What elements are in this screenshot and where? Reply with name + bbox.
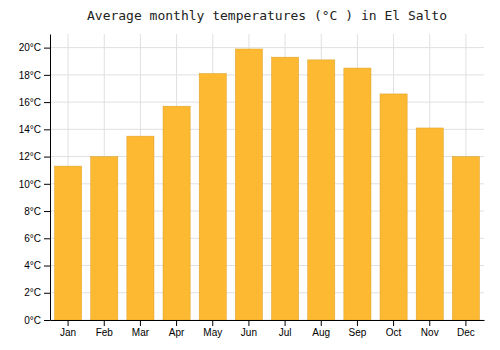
x-tick: Nov — [421, 320, 439, 338]
x-tick-mark — [321, 320, 322, 326]
bar — [380, 94, 407, 320]
y-tick-label: 2°C — [24, 287, 41, 298]
x-tick: Dec — [457, 320, 475, 338]
y-axis: 0°C 2°C 4°C 6°C 8°C 10°C 12°C 14°C 16°C 18°C 20°C — [19, 35, 51, 326]
x-axis: Jan Feb Mar Apr May Jun Jul Aug Sep Oct Nov Dec — [51, 320, 485, 338]
x-tick-mark — [285, 320, 286, 326]
y-tick-mark — [44, 293, 50, 294]
x-tick: Mar — [132, 320, 150, 338]
y-tick: 6°C — [24, 233, 50, 244]
y-tick-label: 8°C — [24, 206, 41, 217]
y-tick-label: 16°C — [19, 97, 41, 108]
bar — [452, 157, 479, 320]
y-tick: 10°C — [19, 179, 50, 190]
x-tick-label: Jun — [241, 327, 257, 338]
y-tick-label: 12°C — [19, 151, 41, 162]
bar — [199, 73, 226, 320]
y-grid-line — [50, 102, 484, 103]
x-tick: Oct — [386, 320, 402, 338]
bar — [272, 57, 299, 320]
y-tick-label: 0°C — [24, 315, 41, 326]
bar — [344, 68, 371, 320]
y-tick-mark — [44, 129, 50, 130]
x-tick-label: Sep — [349, 327, 367, 338]
chart: Average monthly temperatures (°C ) in El… — [0, 0, 500, 350]
y-tick-mark — [44, 75, 50, 76]
bar — [91, 157, 118, 320]
bar — [308, 60, 335, 320]
grid — [50, 34, 484, 320]
x-tick-label: May — [203, 327, 222, 338]
bar — [416, 128, 443, 320]
x-tick-mark — [429, 320, 430, 326]
bar — [127, 136, 154, 320]
x-tick: May — [203, 320, 222, 338]
x-tick-label: Aug — [312, 327, 330, 338]
y-tick-label: 10°C — [19, 179, 41, 190]
y-grid-line — [50, 47, 484, 48]
bar — [163, 106, 190, 320]
x-tick-mark — [140, 320, 141, 326]
x-tick: Aug — [312, 320, 330, 338]
y-tick: 18°C — [19, 70, 50, 81]
title: Average monthly temperatures (°C ) in El… — [87, 8, 447, 23]
y-tick: 0°C — [24, 315, 50, 326]
x-tick-mark — [393, 320, 394, 326]
x-tick-label: Jan — [60, 327, 76, 338]
x-tick-label: Apr — [169, 327, 185, 338]
x-tick-mark — [212, 320, 213, 326]
bar — [55, 166, 82, 320]
y-tick-label: 20°C — [19, 42, 41, 53]
x-tick-mark — [357, 320, 358, 326]
x-tick: Jun — [241, 320, 257, 338]
chart-container: Average monthly temperatures (°C ) in El… — [0, 0, 500, 350]
x-tick-mark — [104, 320, 105, 326]
y-tick: 14°C — [19, 124, 50, 135]
x-tick-mark — [68, 320, 69, 326]
x-tick: Sep — [349, 320, 367, 338]
y-tick-mark — [44, 157, 50, 158]
y-tick-label: 4°C — [24, 260, 41, 271]
x-tick: Apr — [169, 320, 185, 338]
x-tick-label: Dec — [457, 327, 475, 338]
y-tick: 4°C — [24, 260, 50, 271]
y-tick-mark — [44, 238, 50, 239]
y-tick-mark — [44, 184, 50, 185]
x-tick-label: Oct — [386, 327, 402, 338]
x-axis-line — [51, 320, 485, 321]
x-tick: Jul — [279, 320, 292, 338]
x-tick-label: Nov — [421, 327, 439, 338]
y-tick-label: 6°C — [24, 233, 41, 244]
y-tick-mark — [44, 320, 50, 321]
y-grid-line — [50, 74, 484, 75]
x-tick-label: Feb — [96, 327, 114, 338]
x-tick: Jan — [60, 320, 76, 338]
x-tick-mark — [465, 320, 466, 326]
y-tick-mark — [44, 211, 50, 212]
y-tick: 16°C — [19, 97, 50, 108]
y-tick-mark — [44, 48, 50, 49]
x-tick-label: Mar — [132, 327, 150, 338]
x-tick: Feb — [96, 320, 114, 338]
y-tick-label: 18°C — [19, 70, 41, 81]
y-tick: 2°C — [24, 287, 50, 298]
x-tick-label: Jul — [279, 327, 292, 338]
x-tick-mark — [248, 320, 249, 326]
y-tick: 20°C — [19, 42, 50, 53]
y-tick: 12°C — [19, 151, 50, 162]
plot: Jan Feb Mar Apr May Jun Jul Aug Sep Oct Nov Dec 0°C 2… — [19, 34, 485, 338]
y-tick-mark — [44, 266, 50, 267]
bar — [235, 49, 262, 320]
y-tick-mark — [44, 102, 50, 103]
y-tick-label: 14°C — [19, 124, 41, 135]
bars — [55, 49, 480, 320]
x-tick-mark — [176, 320, 177, 326]
y-axis-line — [50, 35, 51, 321]
y-tick: 8°C — [24, 206, 50, 217]
